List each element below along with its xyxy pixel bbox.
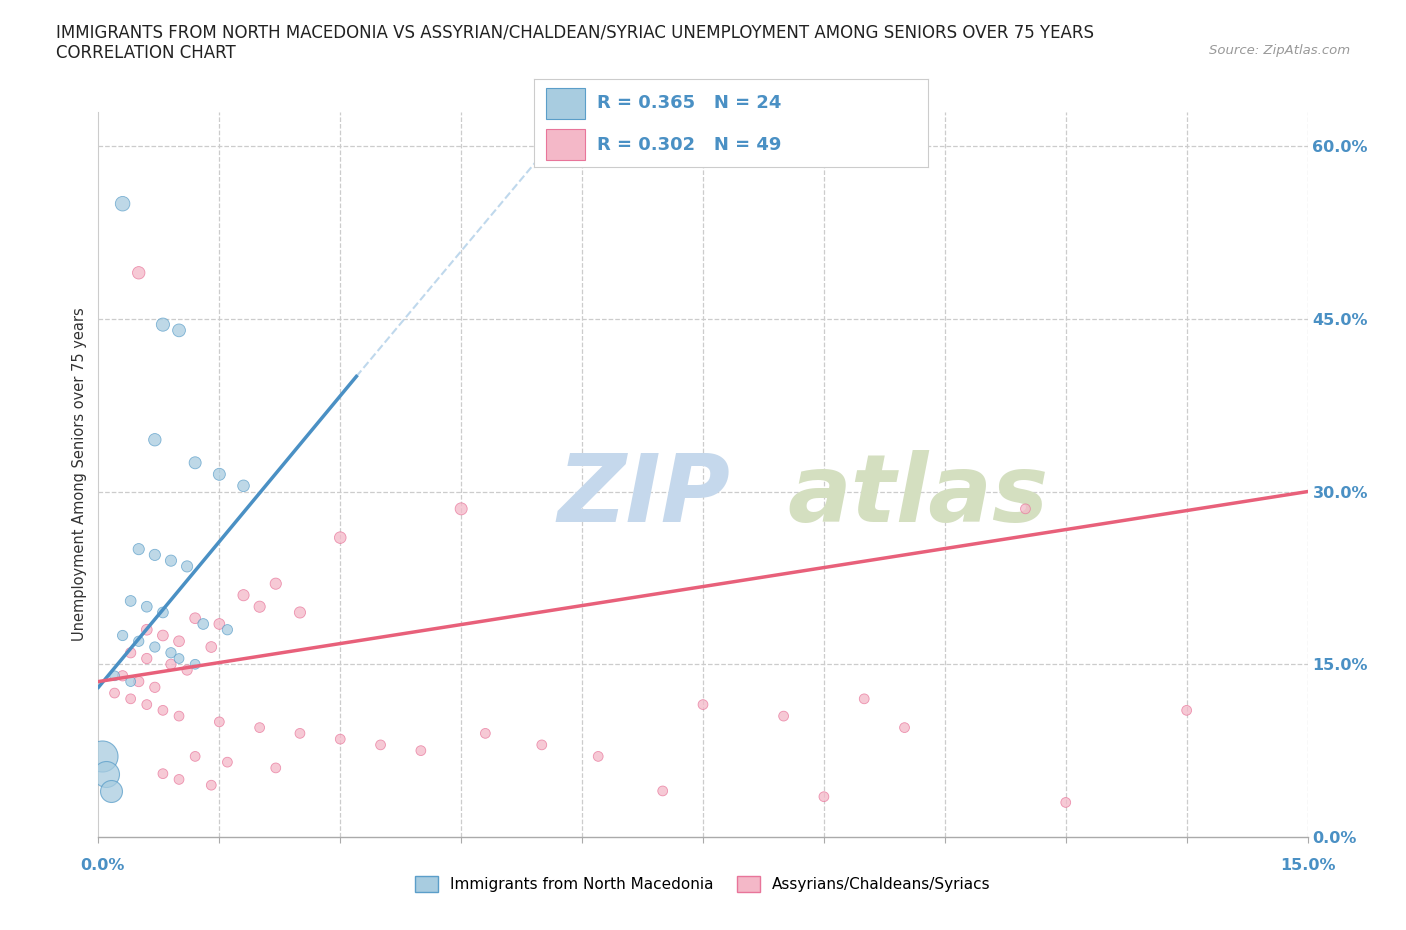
Point bbox=[176, 662, 198, 677]
Point bbox=[167, 323, 190, 338]
Point bbox=[120, 593, 142, 608]
Point bbox=[111, 628, 134, 643]
Point bbox=[111, 669, 134, 684]
Point bbox=[128, 265, 150, 280]
Point bbox=[586, 749, 609, 764]
Point bbox=[232, 478, 254, 493]
Point bbox=[208, 467, 231, 482]
Point bbox=[120, 674, 142, 689]
Point bbox=[692, 698, 714, 712]
Legend: Immigrants from North Macedonia, Assyrians/Chaldeans/Syriacs: Immigrants from North Macedonia, Assyria… bbox=[409, 870, 997, 898]
Point bbox=[1014, 501, 1036, 516]
Point bbox=[152, 317, 174, 332]
Point bbox=[232, 588, 254, 603]
Point bbox=[111, 196, 134, 211]
Point bbox=[103, 685, 125, 700]
Text: ZIP: ZIP bbox=[558, 450, 731, 542]
Point bbox=[176, 559, 198, 574]
Point bbox=[167, 651, 190, 666]
Y-axis label: Unemployment Among Seniors over 75 years: Unemployment Among Seniors over 75 years bbox=[72, 308, 87, 641]
Point bbox=[264, 761, 287, 776]
Point bbox=[264, 577, 287, 591]
Text: 15.0%: 15.0% bbox=[1279, 858, 1336, 873]
Point bbox=[193, 617, 215, 631]
Point bbox=[143, 432, 166, 447]
Point bbox=[200, 777, 222, 792]
Point bbox=[128, 634, 150, 649]
Point bbox=[103, 669, 125, 684]
Point bbox=[853, 691, 876, 706]
Point bbox=[288, 605, 311, 620]
Point bbox=[135, 651, 157, 666]
Bar bbox=[546, 88, 585, 119]
Text: 0.0%: 0.0% bbox=[80, 858, 125, 873]
Point bbox=[651, 783, 673, 798]
Point bbox=[1054, 795, 1077, 810]
Point bbox=[152, 628, 174, 643]
Point bbox=[152, 766, 174, 781]
Point bbox=[135, 599, 157, 614]
Point bbox=[1175, 703, 1198, 718]
Point bbox=[249, 599, 271, 614]
Text: R = 0.365   N = 24: R = 0.365 N = 24 bbox=[598, 94, 782, 113]
Point bbox=[91, 749, 114, 764]
Point bbox=[200, 640, 222, 655]
Point bbox=[152, 605, 174, 620]
Point bbox=[329, 732, 352, 747]
Point bbox=[143, 548, 166, 563]
Text: R = 0.302   N = 49: R = 0.302 N = 49 bbox=[598, 136, 782, 153]
Point bbox=[160, 657, 183, 671]
Point bbox=[143, 680, 166, 695]
Point bbox=[135, 622, 157, 637]
Point bbox=[329, 530, 352, 545]
Point bbox=[120, 691, 142, 706]
Point bbox=[288, 726, 311, 741]
Point bbox=[474, 726, 496, 741]
Point bbox=[135, 698, 157, 712]
Point bbox=[249, 720, 271, 735]
Point bbox=[813, 790, 835, 804]
Point bbox=[128, 674, 150, 689]
Point bbox=[167, 709, 190, 724]
Point bbox=[100, 783, 122, 798]
Text: CORRELATION CHART: CORRELATION CHART bbox=[56, 44, 236, 61]
Point bbox=[120, 645, 142, 660]
Point bbox=[96, 766, 118, 781]
Point bbox=[143, 640, 166, 655]
Point bbox=[530, 737, 553, 752]
Text: Source: ZipAtlas.com: Source: ZipAtlas.com bbox=[1209, 44, 1350, 57]
Point bbox=[160, 553, 183, 568]
Point bbox=[152, 703, 174, 718]
Point bbox=[217, 622, 239, 637]
Point bbox=[409, 743, 432, 758]
Text: IMMIGRANTS FROM NORTH MACEDONIA VS ASSYRIAN/CHALDEAN/SYRIAC UNEMPLOYMENT AMONG S: IMMIGRANTS FROM NORTH MACEDONIA VS ASSYR… bbox=[56, 23, 1094, 41]
Point bbox=[217, 755, 239, 770]
Point bbox=[370, 737, 392, 752]
Point bbox=[208, 714, 231, 729]
Bar bbox=[546, 129, 585, 160]
Point bbox=[167, 772, 190, 787]
Point bbox=[184, 749, 207, 764]
Point bbox=[184, 611, 207, 626]
Point bbox=[208, 617, 231, 631]
Point bbox=[893, 720, 915, 735]
Point bbox=[450, 501, 472, 516]
Point bbox=[184, 657, 207, 671]
Point bbox=[772, 709, 794, 724]
Text: atlas: atlas bbox=[787, 450, 1049, 542]
Point bbox=[167, 634, 190, 649]
Point bbox=[128, 541, 150, 556]
Point bbox=[160, 645, 183, 660]
Point bbox=[184, 456, 207, 471]
